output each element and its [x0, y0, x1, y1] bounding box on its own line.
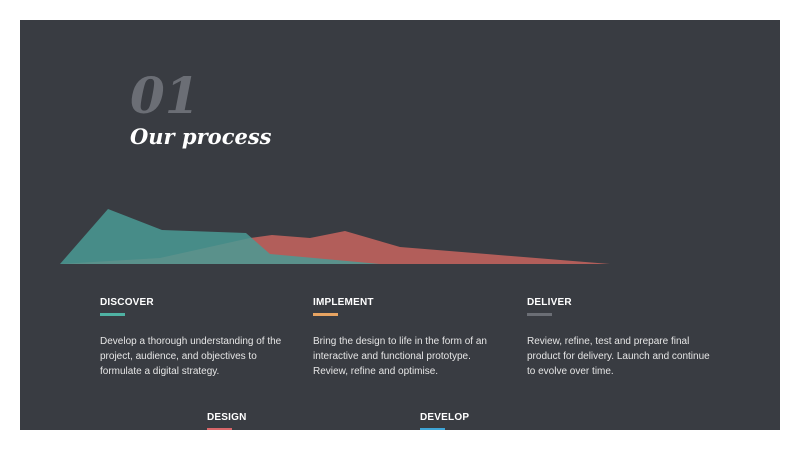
- step-accent-bar: [100, 313, 125, 316]
- step-label: IMPLEMENT: [313, 297, 374, 308]
- section-title: Our process: [130, 124, 272, 149]
- step-accent-bar: [527, 313, 552, 316]
- teal-area: [60, 209, 380, 264]
- step-label: DELIVER: [527, 297, 572, 308]
- section-number: 01: [130, 66, 200, 125]
- step-description: Develop a thorough understanding of the …: [100, 336, 282, 377]
- step-accent-bar: [207, 428, 232, 430]
- step-description: Bring the design to life in the form of …: [313, 336, 487, 377]
- step-label: DESIGN: [207, 412, 247, 423]
- step-discover: DISCOVER Develop a thorough understandin…: [100, 297, 290, 379]
- process-section: 01 Our process DISCOVER Develop a thorou…: [20, 20, 780, 430]
- step-label: DEVELOP: [420, 412, 470, 423]
- step-accent-bar: [313, 313, 338, 316]
- process-area-graphic: [60, 209, 610, 264]
- step-description: Review, refine, test and prepare final p…: [527, 336, 710, 377]
- step-deliver: DELIVER Review, refine, test and prepare…: [527, 297, 717, 379]
- step-label: DISCOVER: [100, 297, 154, 308]
- step-design: DESIGN: [207, 412, 397, 430]
- step-implement: IMPLEMENT Bring the design to life in th…: [313, 297, 503, 379]
- step-develop: DEVELOP: [420, 412, 610, 430]
- step-accent-bar: [420, 428, 445, 430]
